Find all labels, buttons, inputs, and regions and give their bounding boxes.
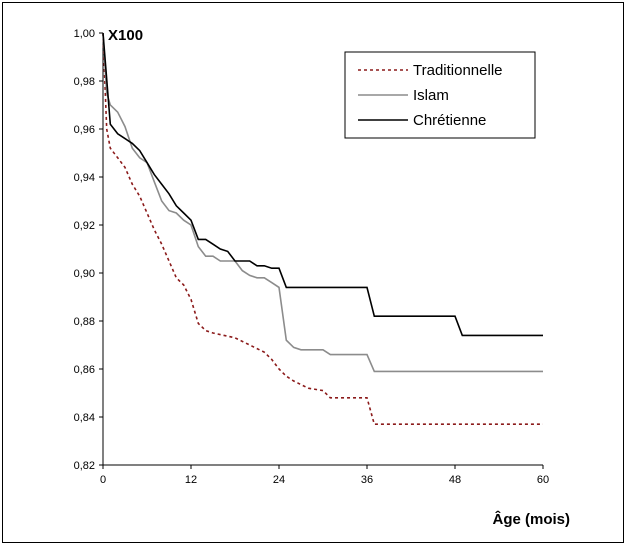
series-line-chr-tienne — [102, 32, 543, 337]
y-tick-label: 0,86 — [74, 364, 95, 376]
x-tick-label: 36 — [361, 474, 373, 486]
chart-frame — [2, 2, 624, 543]
series-line-traditionnelle — [102, 32, 543, 425]
axes: 0,82 0,84 0,86 0,88 0,90 0,92 0,94 0,96 0,98 1,00… — [74, 28, 550, 486]
y-tick-label: 0,94 — [74, 172, 95, 184]
x-tick-label: 48 — [449, 474, 461, 486]
legend-label: Islam — [413, 87, 449, 104]
y-tick-label: 0,82 — [74, 460, 95, 472]
x-tick-label: 60 — [537, 474, 549, 486]
legend-label: Chrétienne — [413, 112, 486, 129]
legend: Traditionnelle Islam Chrétienne — [344, 51, 536, 139]
series-lines — [102, 32, 543, 425]
series-line-islam — [102, 32, 543, 373]
x-tick-label: 24 — [273, 474, 285, 486]
y-tick-label: 0,98 — [74, 76, 95, 88]
legend-label: Traditionnelle — [413, 62, 503, 79]
x-axis-label: Âge (mois) — [492, 510, 570, 528]
y-tick-label: 0,90 — [74, 268, 95, 280]
y-tick-label: 0,84 — [74, 412, 95, 424]
scale-label: X100 — [108, 27, 143, 44]
y-tick-label: 0,88 — [74, 316, 95, 328]
y-tick-label: 1,00 — [74, 28, 95, 40]
y-tick-label: 0,92 — [74, 220, 95, 232]
x-tick-label: 0 — [100, 474, 106, 486]
y-tick-label: 0,96 — [74, 124, 95, 136]
x-tick-label: 12 — [185, 474, 197, 486]
